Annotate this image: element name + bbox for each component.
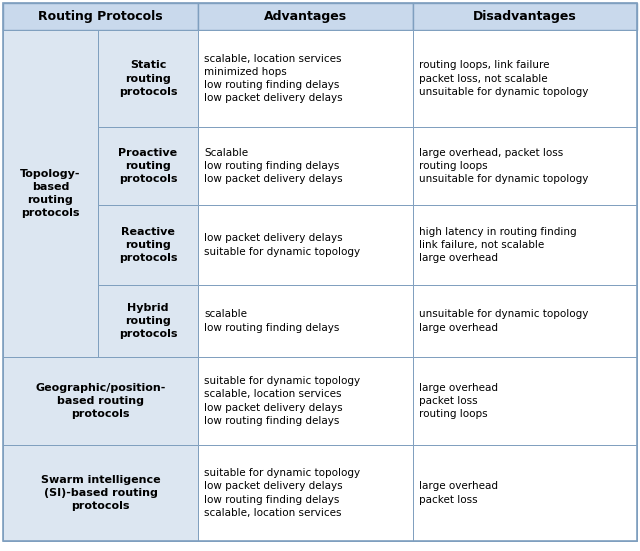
Text: scalable, location services
minimized hops
low routing finding delays
low packet: scalable, location services minimized ho…	[204, 53, 342, 103]
Text: Hybrid
routing
protocols: Hybrid routing protocols	[119, 303, 177, 339]
Text: Reactive
routing
protocols: Reactive routing protocols	[119, 227, 177, 263]
Bar	[413, 30, 637, 127]
Bar	[3, 445, 198, 541]
Text: Proactive
routing
protocols: Proactive routing protocols	[118, 148, 177, 184]
Text: unsuitable for dynamic topology
large overhead: unsuitable for dynamic topology large ov…	[419, 310, 588, 333]
Bar	[413, 127, 637, 205]
Text: large overhead
packet loss: large overhead packet loss	[419, 482, 498, 505]
Text: large overhead, packet loss
routing loops
unsuitable for dynamic topology: large overhead, packet loss routing loop…	[419, 148, 588, 184]
Text: high latency in routing finding
link failure, not scalable
large overhead: high latency in routing finding link fai…	[419, 227, 577, 263]
Bar	[198, 30, 413, 127]
Text: suitable for dynamic topology
scalable, location services
low packet delivery de: suitable for dynamic topology scalable, …	[204, 376, 360, 426]
Bar	[98, 127, 198, 205]
Text: Static
routing
protocols: Static routing protocols	[119, 60, 177, 96]
Bar	[413, 285, 637, 357]
Text: Geographic/position-
based routing
protocols: Geographic/position- based routing proto…	[35, 383, 166, 419]
Bar	[98, 30, 198, 127]
Bar	[413, 3, 637, 30]
Bar	[3, 357, 198, 445]
Text: Advantages: Advantages	[264, 10, 347, 23]
Bar	[198, 127, 413, 205]
Bar	[198, 445, 413, 541]
Bar	[98, 285, 198, 357]
Bar	[413, 445, 637, 541]
Text: Disadvantages: Disadvantages	[473, 10, 577, 23]
Text: Topology-
based
routing
protocols: Topology- based routing protocols	[20, 169, 81, 218]
Text: scalable
low routing finding delays: scalable low routing finding delays	[204, 310, 339, 333]
Bar	[413, 205, 637, 285]
Bar	[3, 30, 98, 357]
Text: routing loops, link failure
packet loss, not scalable
unsuitable for dynamic top: routing loops, link failure packet loss,…	[419, 60, 588, 96]
Bar	[98, 205, 198, 285]
Text: large overhead
packet loss
routing loops: large overhead packet loss routing loops	[419, 383, 498, 419]
Bar	[198, 285, 413, 357]
Bar	[413, 357, 637, 445]
Bar	[198, 205, 413, 285]
Text: Routing Protocols: Routing Protocols	[38, 10, 163, 23]
Bar	[198, 357, 413, 445]
Text: Scalable
low routing finding delays
low packet delivery delays: Scalable low routing finding delays low …	[204, 148, 342, 184]
Text: Swarm intelligence
(SI)-based routing
protocols: Swarm intelligence (SI)-based routing pr…	[41, 475, 160, 511]
Bar	[198, 3, 413, 30]
Text: low packet delivery delays
suitable for dynamic topology: low packet delivery delays suitable for …	[204, 234, 360, 257]
Bar	[3, 3, 198, 30]
Text: suitable for dynamic topology
low packet delivery delays
low routing finding del: suitable for dynamic topology low packet…	[204, 468, 360, 518]
